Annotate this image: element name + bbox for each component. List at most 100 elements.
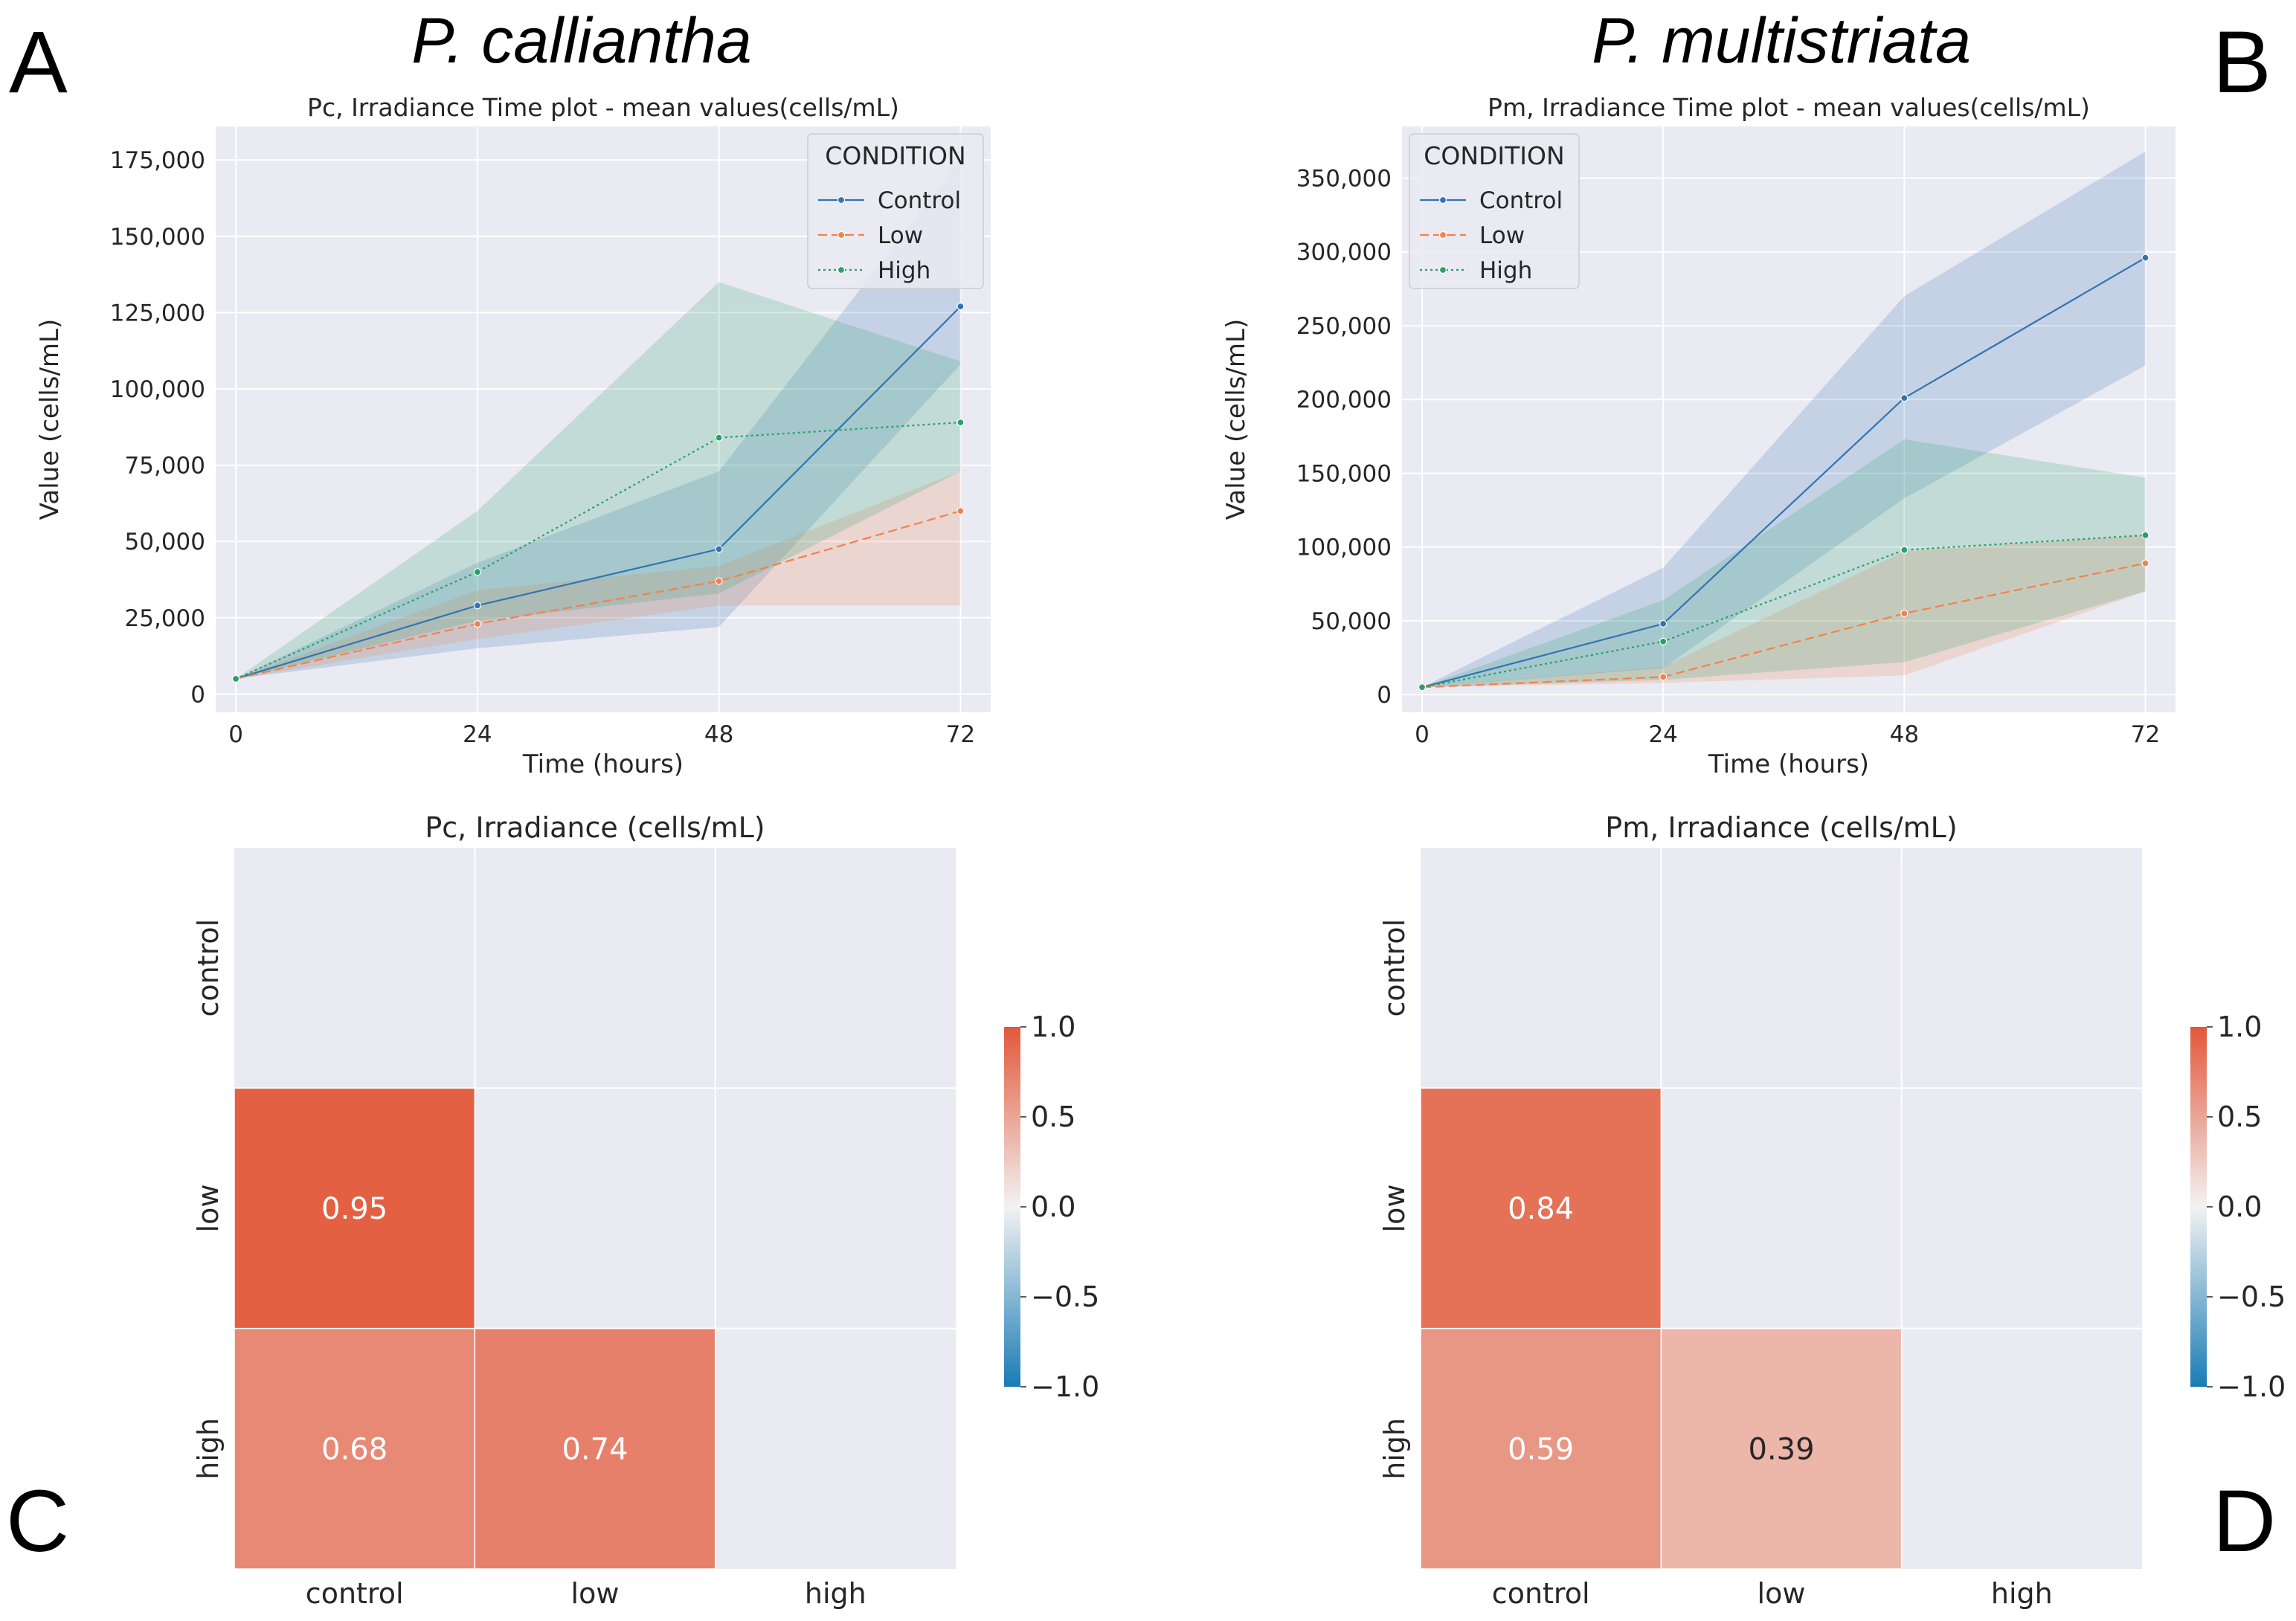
data-point-control [956,303,965,311]
legend-label-control: Control [1479,187,1563,214]
x-tick-label: low [571,1577,620,1610]
x-tick-label: 24 [463,721,492,748]
y-tick-label: 200,000 [1296,387,1392,413]
confidence-band-low [236,471,961,679]
confidence-band-control [1422,151,2146,688]
data-point-high [473,568,481,576]
cell-value-label: 0.74 [562,1432,628,1466]
cell-value-label: 0.84 [1508,1192,1574,1226]
plot-content [1418,151,2149,692]
heatmap-title: Pm, Irradiance (cells/mL) [1605,811,1957,844]
data-point-high [956,419,965,427]
y-tick-label: 175,000 [110,147,205,174]
y-tick-label: 100,000 [110,376,205,403]
panel-letter-d: D [2213,1472,2276,1570]
data-point-high [1418,683,1427,692]
series-line-control [1421,257,2147,689]
y-tick-label: low [1378,1185,1411,1233]
legend-marker-control [837,196,846,204]
colorbar-tick-label: −0.5 [2217,1280,2286,1313]
data-point-high [1659,637,1668,645]
x-tick-label: low [1758,1577,1806,1610]
data-point-low [2141,559,2149,567]
legend-label-high: High [1479,257,1532,284]
cell-value-label: 0.39 [1748,1432,1814,1466]
data-point-low [1659,673,1668,681]
y-tick-label: 100,000 [1296,535,1392,561]
confidence-band-high [236,282,961,679]
colorbar-tick-label: 0.5 [2217,1100,2262,1133]
data-point-high [1900,546,1908,554]
colorbar-tick-label: 1.0 [2217,1011,2262,1043]
legend-box [1409,133,1580,289]
x-tick-label: high [1991,1577,2053,1610]
data-point-low [1900,609,1908,618]
y-tick-label: 50,000 [1311,608,1392,635]
y-tick-label: 25,000 [125,605,205,632]
legend-marker-high [837,265,846,274]
data-point-high [715,434,723,442]
heatmap-cell [1420,1327,1662,1570]
legend-label-control: Control [878,187,961,214]
legend-marker-low [837,231,846,239]
colorbar-tick-label: −1.0 [2217,1370,2286,1403]
y-tick-label: 350,000 [1296,165,1392,192]
pm-heatmap: 0.84 0.59 0.39 Pm, Irradiance (cells/mL) con… [1378,811,2286,1610]
y-tick-label: 0 [1377,682,1392,709]
data-point-control [2141,254,2149,262]
x-tick-label: 48 [704,721,733,748]
panel-letter-b: B [2213,13,2271,112]
heatmap-cell [1420,1087,1662,1330]
data-point-low [956,507,965,515]
panel-letter-c: C [6,1472,69,1570]
x-tick-label: 0 [1415,721,1430,748]
y-tick-label: high [1378,1418,1411,1480]
data-point-low [473,619,481,628]
colorbar [2190,1027,2207,1387]
pc-heatmap: 0.95 0.68 0.74 Pc, Irradiance (cells/mL) con… [192,811,1099,1610]
cell-value-label: 0.68 [321,1432,388,1466]
data-point-control [1900,394,1908,402]
chart-title: Pc, Irradiance Time plot - mean values(c… [307,93,899,122]
cell-value-label: 0.59 [1508,1432,1574,1466]
heatmap-cell [234,1327,476,1570]
x-tick-label: high [805,1577,866,1610]
x-tick-label: 72 [946,721,975,748]
y-tick-label: 150,000 [110,224,205,251]
pc-line-chart: Pc, Irradiance Time plot - mean values(c… [35,93,991,779]
y-axis-label: Value (cells/mL) [1221,319,1251,520]
data-point-control [1659,619,1668,628]
heatmap-cell [474,1327,716,1570]
legend-marker-control [1438,196,1447,204]
series-line-control [235,306,962,680]
y-tick-label: 50,000 [125,529,205,555]
y-tick-label: 0 [190,681,205,708]
legend-title: CONDITION [825,141,965,170]
x-tick-label: control [1492,1577,1590,1610]
colorbar-tick-label: −1.0 [1031,1370,1099,1403]
colorbar-tick-label: 0.0 [2217,1190,2262,1223]
species-title-right: P. multistriata [1592,5,1971,77]
heatmap-title: Pc, Irradiance (cells/mL) [425,811,765,844]
heatmap-cell [1660,1327,1903,1570]
data-point-control [473,602,481,610]
colorbar-tick-label: 0.0 [1031,1190,1075,1223]
y-tick-label: high [192,1418,225,1480]
colorbar-tick-label: 1.0 [1031,1011,1075,1043]
y-tick-label: 300,000 [1296,239,1392,266]
y-tick-label: 250,000 [1296,313,1392,340]
legend-label-high: High [878,257,930,284]
colorbar-tick-label: −0.5 [1031,1280,1099,1313]
y-tick-label: low [192,1185,225,1233]
x-axis-label: Time (hours) [522,750,684,779]
panel-letter-a: A [9,13,68,112]
heatmap-cell [234,1087,476,1330]
y-axis-label: Value (cells/mL) [35,319,65,520]
series-line-low [235,510,961,680]
series-line-high [235,422,961,680]
x-axis-label: Time (hours) [1708,750,1869,779]
x-tick-label: 48 [1890,721,1919,748]
x-tick-label: 72 [2131,721,2160,748]
legend-label-low: Low [878,222,923,249]
